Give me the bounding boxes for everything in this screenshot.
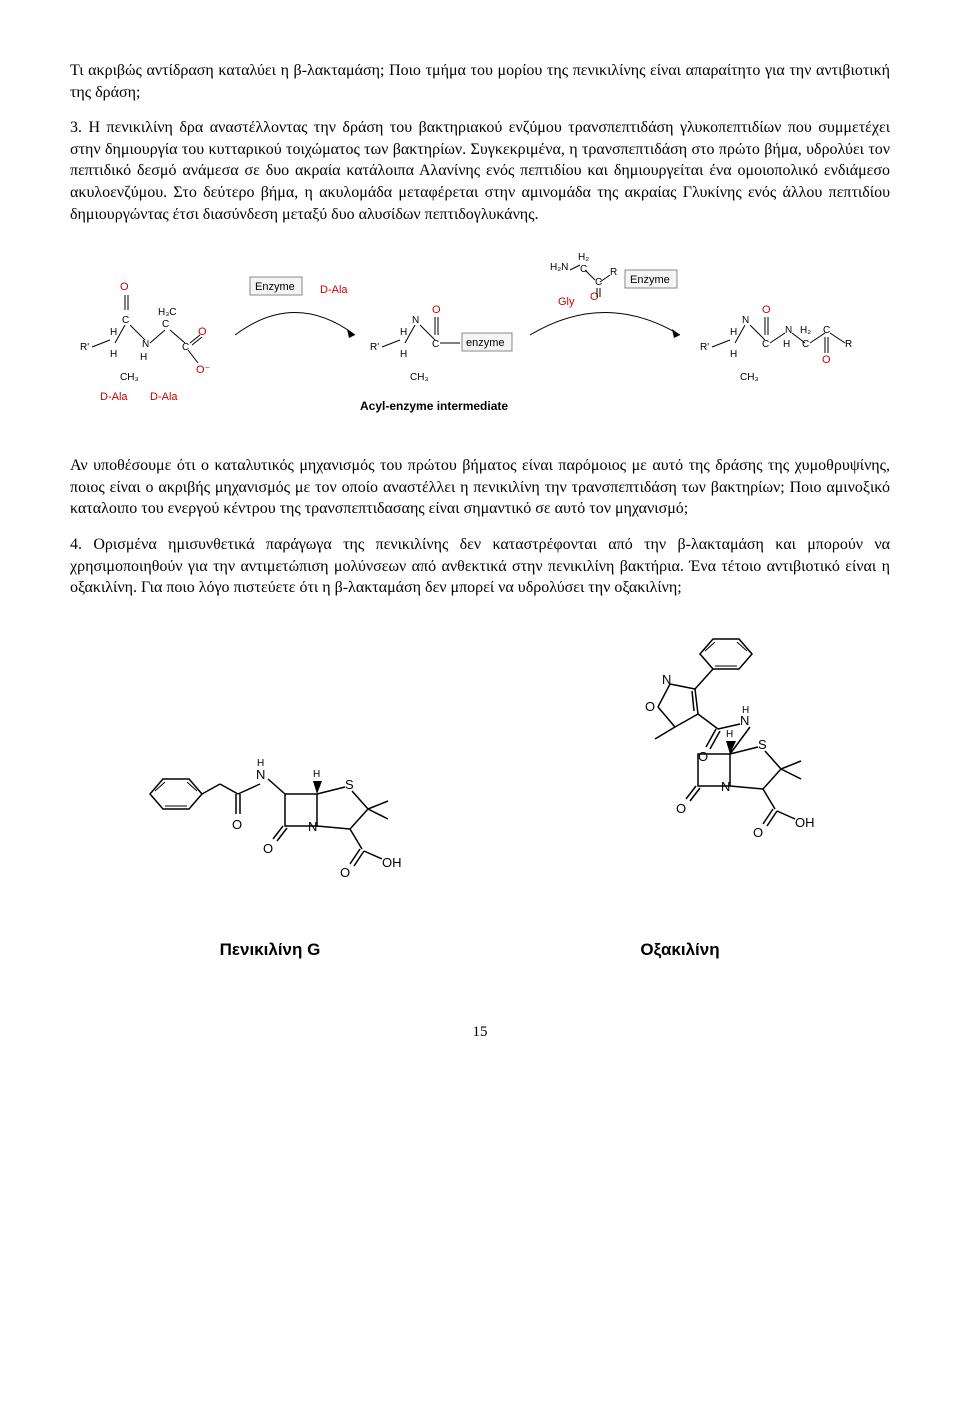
reaction-diagram: O R' H H C N H C H₃C C O O⁻ CH₃ D-Ala D-…	[70, 245, 890, 425]
svg-text:CH₃: CH₃	[410, 372, 429, 383]
oxacillin-block: N O O N H N O S	[520, 629, 840, 962]
svg-text:D-Ala: D-Ala	[150, 391, 178, 403]
svg-text:O: O	[676, 801, 686, 816]
svg-text:C: C	[432, 339, 439, 350]
svg-text:CH₃: CH₃	[740, 372, 759, 383]
svg-text:C: C	[823, 325, 830, 336]
svg-text:R: R	[845, 339, 852, 350]
oxacillin-label: Οξακιλίνη	[640, 939, 719, 962]
penicillin-g-block: O N H N O S O	[120, 709, 420, 962]
svg-text:O: O	[263, 841, 273, 856]
svg-text:H: H	[726, 729, 733, 740]
page-number: 15	[70, 1022, 890, 1042]
penicillin-g-label: Πενικιλίνη G	[220, 939, 321, 962]
svg-text:H: H	[140, 352, 147, 363]
svg-text:N: N	[142, 339, 149, 350]
svg-text:H: H	[730, 349, 737, 360]
svg-text:N: N	[721, 779, 730, 794]
svg-text:S: S	[758, 737, 767, 752]
svg-text:Gly: Gly	[558, 296, 575, 308]
svg-text:S: S	[345, 777, 354, 792]
svg-text:H: H	[313, 769, 320, 780]
svg-text:O: O	[198, 326, 207, 338]
svg-text:O: O	[645, 699, 655, 714]
structures-row: O N H N O S O	[70, 629, 890, 962]
svg-text:H: H	[730, 327, 737, 338]
svg-text:H: H	[110, 349, 117, 360]
svg-text:O: O	[120, 281, 129, 293]
svg-text:CH₃: CH₃	[120, 372, 139, 383]
svg-text:R': R'	[370, 342, 379, 353]
svg-text:N: N	[256, 767, 265, 782]
svg-text:H₂: H₂	[800, 325, 811, 336]
svg-text:O: O	[698, 749, 708, 764]
svg-text:O: O	[762, 304, 771, 316]
svg-text:H₃C: H₃C	[158, 307, 177, 318]
svg-text:D-Ala: D-Ala	[320, 284, 348, 296]
oxacillin-svg: N O O N H N O S	[520, 629, 840, 929]
svg-text:H₂N: H₂N	[550, 262, 568, 273]
svg-text:H: H	[400, 327, 407, 338]
paragraph-3: Αν υποθέσουμε ότι ο καταλυτικός μηχανισμ…	[70, 455, 890, 520]
svg-text:OH: OH	[382, 855, 402, 870]
svg-text:Acyl-enzyme intermediate: Acyl-enzyme intermediate	[360, 399, 508, 413]
svg-text:H: H	[110, 327, 117, 338]
svg-text:H: H	[783, 339, 790, 350]
svg-text:H: H	[742, 705, 749, 716]
svg-text:N: N	[662, 672, 671, 687]
svg-text:O⁻: O⁻	[196, 364, 211, 376]
svg-text:H: H	[257, 758, 264, 769]
svg-text:N: N	[412, 315, 419, 326]
svg-text:enzyme: enzyme	[466, 337, 505, 349]
svg-text:R': R'	[700, 342, 709, 353]
svg-text:Enzyme: Enzyme	[630, 274, 670, 286]
svg-text:N: N	[308, 819, 317, 834]
svg-text:R: R	[610, 267, 617, 278]
svg-text:C: C	[580, 264, 587, 275]
svg-text:O: O	[590, 291, 599, 303]
svg-text:OH: OH	[795, 815, 815, 830]
svg-text:O: O	[822, 354, 831, 366]
svg-text:O: O	[432, 304, 441, 316]
penicillin-g-svg: O N H N O S O	[120, 709, 420, 929]
svg-text:C: C	[802, 339, 809, 350]
paragraph-2: 3. Η πενικιλίνη δρα αναστέλλοντας την δρ…	[70, 117, 890, 225]
svg-text:C: C	[762, 339, 769, 350]
svg-text:H: H	[400, 349, 407, 360]
svg-text:C: C	[162, 319, 169, 330]
paragraph-1: Τι ακριβώς αντίδραση καταλύει η β-λακταμ…	[70, 60, 890, 103]
svg-text:O: O	[232, 817, 242, 832]
svg-text:N: N	[785, 325, 792, 336]
svg-text:O: O	[753, 825, 763, 840]
svg-text:Enzyme: Enzyme	[255, 281, 295, 293]
paragraph-4: 4. Ορισμένα ημισυνθετικά παράγωγα της πε…	[70, 534, 890, 599]
svg-text:C: C	[122, 315, 129, 326]
svg-text:N: N	[742, 315, 749, 326]
reaction-svg: O R' H H C N H C H₃C C O O⁻ CH₃ D-Ala D-…	[70, 245, 890, 425]
svg-text:H₂: H₂	[578, 252, 589, 263]
svg-text:O: O	[340, 865, 350, 880]
svg-text:C: C	[182, 342, 189, 353]
svg-text:D-Ala: D-Ala	[100, 391, 128, 403]
svg-text:C: C	[595, 277, 602, 288]
svg-text:R': R'	[80, 342, 89, 353]
